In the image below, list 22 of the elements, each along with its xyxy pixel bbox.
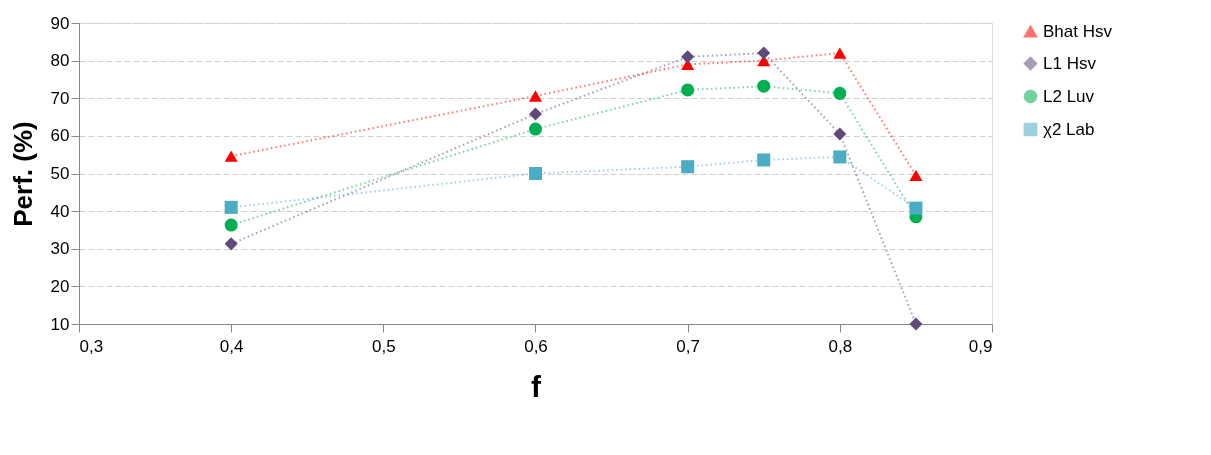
y-tick-label: 50 xyxy=(50,164,70,183)
y-tick-label: 70 xyxy=(50,88,70,108)
legend-label: L1 Hsv xyxy=(1043,53,1097,73)
y-axis-title: Perf. (%) xyxy=(7,121,38,227)
x-tick-label: 0,3 xyxy=(79,336,104,356)
y-tick-label: 80 xyxy=(50,51,70,71)
legend-label: L2 Luv xyxy=(1043,86,1095,106)
x-tick-label: 0,7 xyxy=(676,336,700,356)
y-tick-label: 20 xyxy=(50,276,70,296)
y-tick-label: 40 xyxy=(50,201,70,221)
y-tick-label: 60 xyxy=(50,126,70,146)
x-tick-label: 0,8 xyxy=(828,336,853,356)
y-tick-label: 90 xyxy=(50,13,70,33)
y-tick-label: 30 xyxy=(50,239,70,259)
x-axis-title: f xyxy=(531,369,542,403)
x-tick-label: 0,6 xyxy=(524,336,548,356)
y-tick-label: 10 xyxy=(50,314,70,334)
legend-label: Bhat Hsv xyxy=(1043,21,1113,41)
x-tick-label: 0,9 xyxy=(968,336,993,356)
x-tick-label: 0,4 xyxy=(219,336,244,356)
legend-label: χ2 Lab xyxy=(1043,119,1095,139)
x-tick-label: 0,5 xyxy=(372,336,396,356)
